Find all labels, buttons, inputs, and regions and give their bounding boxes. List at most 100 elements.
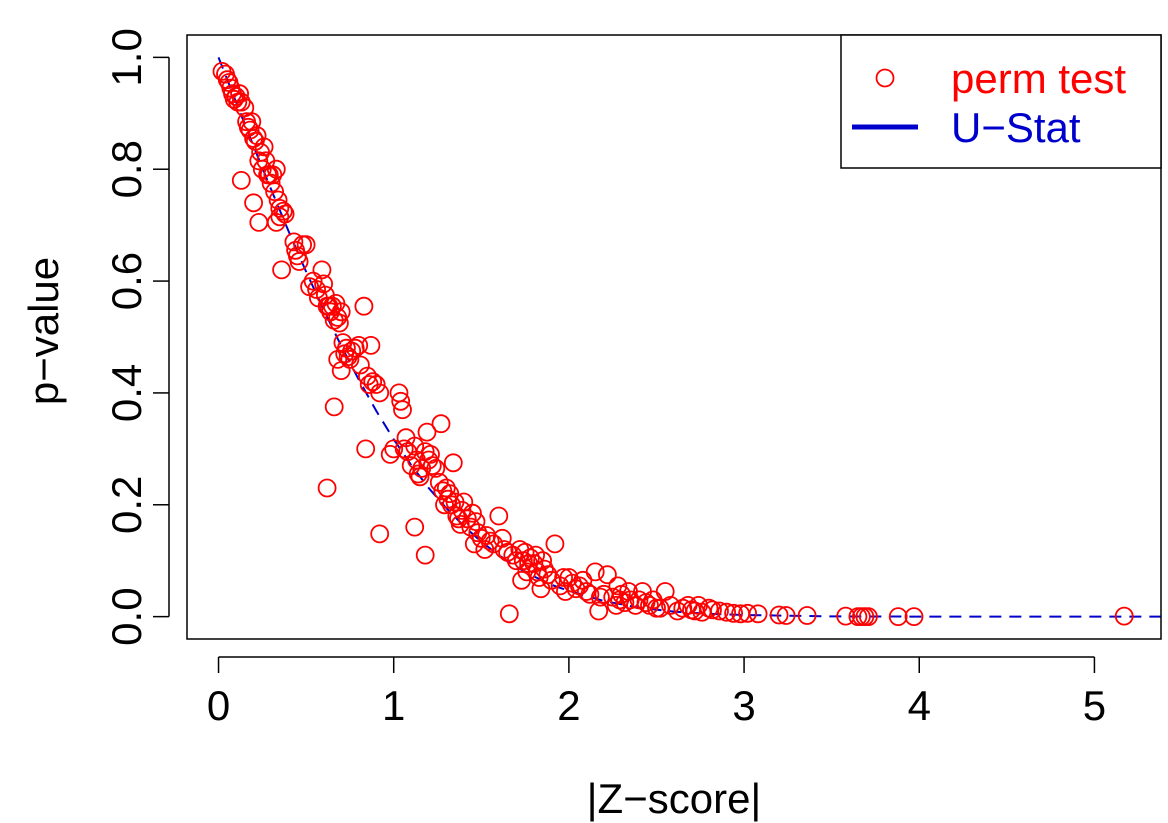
perm-test-point xyxy=(410,467,430,487)
axes: 0 1 2 3 4 5 0.0 0.2 0.4 0.6 0.8 1.0 xyxy=(103,28,1162,729)
perm-test-point xyxy=(312,260,332,280)
perm-test-point xyxy=(499,604,519,624)
perm-test-point xyxy=(231,92,251,112)
perm-test-point xyxy=(463,503,482,523)
perm-test-point xyxy=(329,313,349,333)
perm-test-point xyxy=(859,607,878,626)
legend-label: perm test xyxy=(951,55,1126,102)
perm-test-point xyxy=(384,439,404,459)
perm-test-point xyxy=(405,436,425,456)
perm-test-point xyxy=(797,606,817,625)
perm-test-point xyxy=(748,604,768,624)
legend-box xyxy=(840,34,1162,169)
perm-test-point xyxy=(466,512,486,531)
perm-test-point xyxy=(429,472,449,492)
perm-test-point xyxy=(436,478,456,498)
perm-test-point xyxy=(331,361,351,381)
y-tick-label: 0.4 xyxy=(103,364,150,422)
perm-test-point xyxy=(314,274,334,294)
perm-test-point xyxy=(342,341,362,361)
perm-test-point xyxy=(591,587,610,607)
perm-test-point xyxy=(776,606,796,625)
x-tick-label: 3 xyxy=(732,682,755,729)
perm-test-point xyxy=(317,478,337,498)
perm-test-point xyxy=(370,524,390,544)
perm-test-point xyxy=(426,458,446,478)
perm-test-point xyxy=(408,464,428,484)
perm-test-point xyxy=(391,391,411,411)
perm-test-point xyxy=(503,545,523,565)
perm-test-point xyxy=(244,193,264,213)
perm-test-point xyxy=(252,159,272,179)
perm-test-point xyxy=(422,456,442,476)
perm-test-point xyxy=(249,151,269,171)
perm-test-point xyxy=(230,84,250,104)
legend-circle-key xyxy=(875,68,895,88)
perm-test-point xyxy=(1114,606,1134,626)
plot-frame xyxy=(186,34,1162,640)
perm-test-point xyxy=(703,600,722,620)
x-tick-label: 5 xyxy=(1083,682,1106,729)
perm-test-point xyxy=(363,372,383,392)
perm-test-point xyxy=(655,582,675,601)
perm-test-point xyxy=(370,383,390,403)
perm-test-point xyxy=(266,212,286,232)
y-tick-label: 0.6 xyxy=(103,252,150,310)
perm-test-point xyxy=(904,607,924,626)
perm-test-point xyxy=(769,605,789,625)
perm-test-point xyxy=(261,173,281,193)
x-tick-label: 0 xyxy=(207,682,230,729)
perm-test-point xyxy=(240,120,260,140)
perm-test-point xyxy=(265,182,285,202)
perm-test-point xyxy=(272,260,292,280)
perm-test-point xyxy=(289,252,309,271)
perm-test-point xyxy=(417,422,437,442)
perm-test-point xyxy=(524,554,544,573)
perm-test-point xyxy=(608,576,628,596)
perm-test-point xyxy=(431,414,451,434)
perm-test-point xyxy=(296,235,316,255)
perm-test-point xyxy=(349,335,369,355)
perm-test-point xyxy=(836,606,856,626)
perm-test-point xyxy=(350,355,370,375)
perm-test-point xyxy=(710,601,729,621)
perm-test-point xyxy=(443,453,463,473)
perm-test-point xyxy=(266,159,286,179)
perm-test-point xyxy=(356,439,376,459)
perm-test-point xyxy=(489,506,509,526)
perm-test-point xyxy=(249,212,269,232)
perm-test-point xyxy=(457,509,477,529)
x-tick-label: 4 xyxy=(908,682,931,729)
perm-test-point xyxy=(270,207,290,227)
perm-test-point xyxy=(324,397,344,417)
x-tick-label: 2 xyxy=(557,682,580,729)
perm-test-point xyxy=(273,201,293,221)
perm-test-point xyxy=(361,335,381,355)
perm-test-point xyxy=(328,349,348,369)
perm-test-point xyxy=(254,137,274,157)
perm-test-point xyxy=(545,534,565,554)
perm-test-point xyxy=(366,375,386,394)
perm-test-point xyxy=(580,584,600,604)
y-tick-label: 0.2 xyxy=(103,476,150,534)
x-tick-label: 1 xyxy=(382,682,405,729)
perm-test-point xyxy=(405,517,425,537)
y-tick-label: 0.8 xyxy=(103,140,150,198)
perm-test-point xyxy=(480,531,500,551)
perm-test-point xyxy=(231,170,251,190)
perm-test-point xyxy=(724,603,743,623)
perm-test-point xyxy=(380,444,400,464)
legend-label: U−Stat xyxy=(951,104,1081,151)
perm-test-point xyxy=(738,603,757,623)
perm-test-point xyxy=(393,400,412,420)
perm-test-point xyxy=(650,598,670,618)
perm-test-point xyxy=(888,607,908,626)
perm-test-point xyxy=(331,302,351,322)
y-axis-title: p−value xyxy=(20,257,67,405)
perm-test-point xyxy=(270,198,290,218)
perm-test-point xyxy=(284,232,304,252)
perm-test-point xyxy=(598,565,617,585)
plot-area xyxy=(212,57,1161,626)
perm-test-point xyxy=(535,559,554,579)
